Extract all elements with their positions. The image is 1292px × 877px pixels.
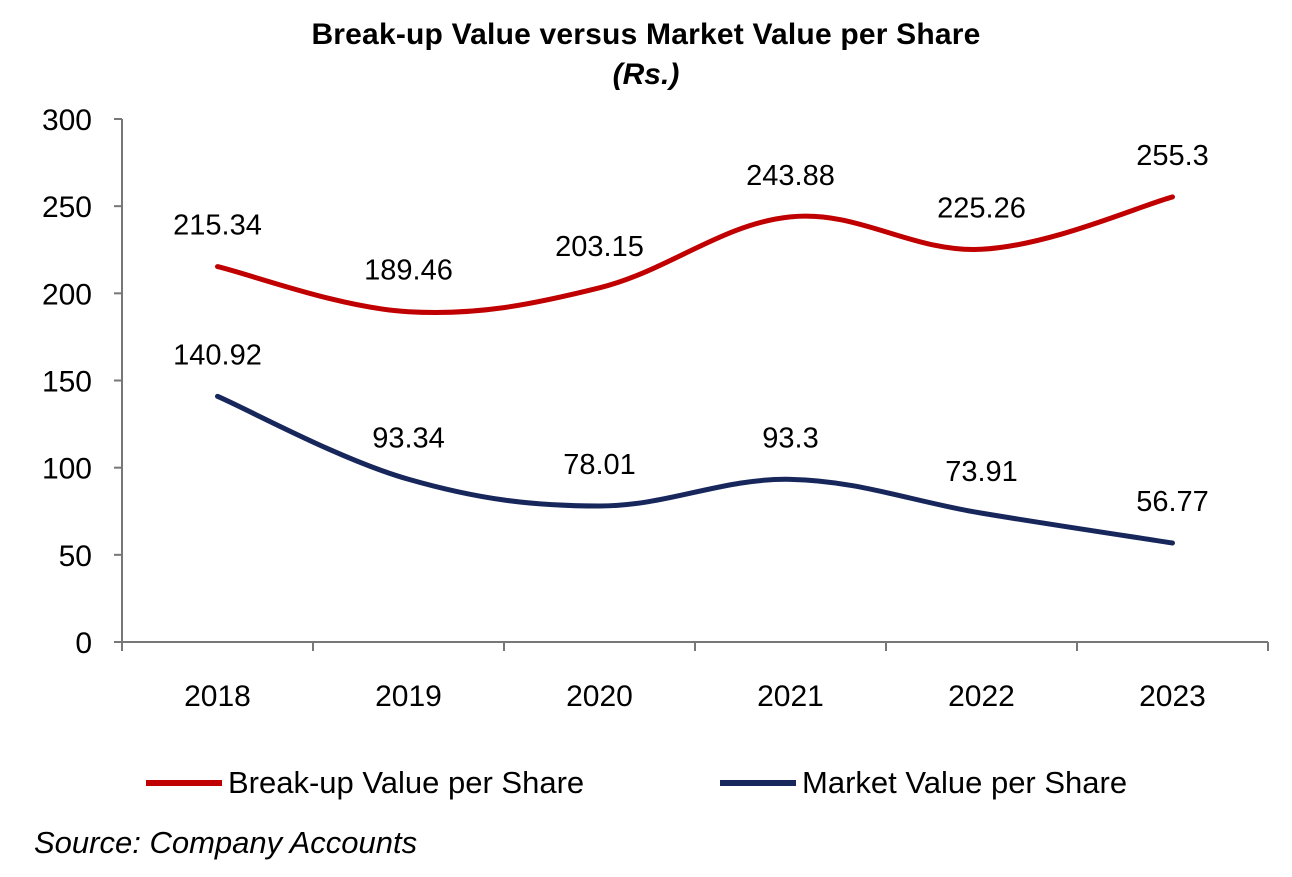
legend: Break-up Value per Share Market Value pe… — [0, 758, 1292, 808]
data-label: 255.3 — [1136, 140, 1209, 172]
series-line-market-value — [215, 393, 1175, 546]
legend-label-market-value: Market Value per Share — [802, 765, 1128, 800]
series-lines — [215, 194, 1175, 546]
axes: 0 50 100 150 200 250 300 2018 2019 2020 2021 2022 20… — [42, 104, 1269, 713]
data-label: 93.3 — [762, 422, 818, 454]
data-label: 56.77 — [1136, 486, 1209, 518]
x-tick-label: 2018 — [184, 680, 251, 713]
data-label: 93.34 — [372, 422, 445, 454]
legend-label-break-up-value: Break-up Value per Share — [228, 765, 585, 800]
legend-swatch-market-value — [720, 780, 796, 786]
legend-item-market-value: Market Value per Share — [720, 758, 1127, 808]
y-tick-label: 0 — [75, 627, 92, 660]
data-label: 78.01 — [563, 449, 636, 481]
legend-swatch-break-up-value — [146, 780, 222, 786]
x-tick-label: 2020 — [566, 680, 633, 713]
data-label: 73.91 — [945, 456, 1018, 488]
x-tick-label: 2023 — [1139, 680, 1206, 713]
x-tick-label: 2019 — [375, 680, 442, 713]
y-tick-label: 150 — [42, 366, 92, 399]
data-label: 140.92 — [173, 339, 262, 371]
data-label: 243.88 — [746, 160, 835, 192]
legend-item-break-up-value: Break-up Value per Share — [146, 758, 584, 808]
x-tick-label: 2022 — [948, 680, 1015, 713]
y-tick-label: 300 — [42, 104, 92, 137]
y-tick-label: 100 — [42, 453, 92, 486]
chart-subtitle: (Rs.) — [612, 58, 680, 91]
y-tick-label: 50 — [59, 540, 92, 573]
data-labels: 215.34 189.46 203.15 243.88 225.26 255.3 140.9… — [173, 140, 1209, 518]
data-label: 203.15 — [555, 231, 644, 263]
data-label: 215.34 — [173, 210, 262, 242]
data-label: 189.46 — [364, 255, 453, 287]
y-tick-label: 200 — [42, 278, 92, 311]
y-tick-label: 250 — [42, 191, 92, 224]
chart-title: Break-up Value versus Market Value per S… — [311, 18, 981, 51]
data-label: 225.26 — [937, 192, 1026, 224]
series-line-break-up-value — [215, 194, 1175, 315]
x-tick-label: 2021 — [757, 680, 824, 713]
source-note: Source: Company Accounts — [34, 825, 418, 860]
